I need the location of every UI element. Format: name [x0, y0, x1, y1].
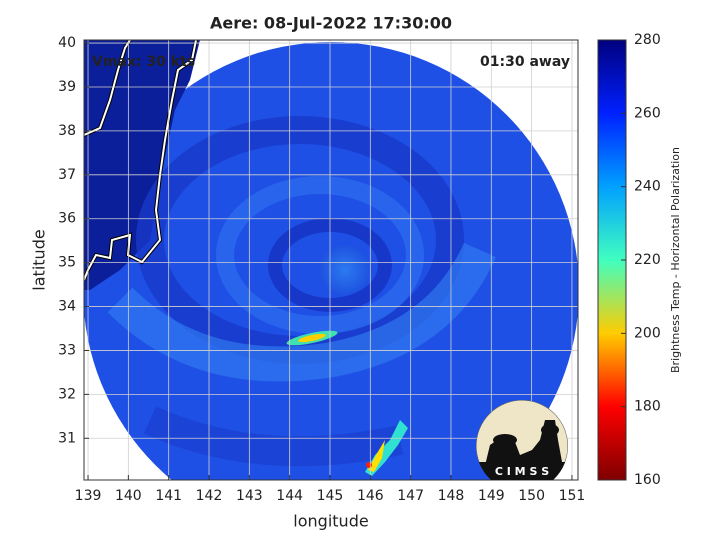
logo: C I M S S: [476, 400, 568, 480]
y-axis-label: latitude: [30, 229, 49, 290]
cloud-band: [216, 176, 424, 334]
y-tick-label: 37: [58, 167, 76, 183]
x-tick-label: 139: [75, 488, 102, 504]
x-tick-label: 144: [276, 488, 303, 504]
coastline: [84, 40, 197, 281]
annotation: Vmax: 30 kts: [92, 54, 195, 70]
x-tick-label: 149: [478, 488, 505, 504]
x-tick-label: 150: [518, 488, 545, 504]
colorbar-tick-label: 280: [634, 32, 661, 48]
eye: [320, 245, 370, 295]
x-tick-label: 140: [115, 488, 142, 504]
colorbar-label: Brightness Temp - Horizontal Polarizatio…: [669, 147, 682, 373]
y-tick-label: 40: [58, 35, 76, 51]
y-tick-label: 33: [58, 342, 76, 358]
convection: [298, 333, 326, 343]
y-tick-label: 34: [58, 299, 76, 315]
x-tick-label: 146: [357, 488, 384, 504]
logo-text: C I M S S: [495, 465, 549, 478]
x-axis-label: longitude: [293, 512, 368, 531]
x-tick-label: 143: [236, 488, 263, 504]
y-tick-label: 38: [58, 123, 76, 139]
x-tick-label: 145: [317, 488, 344, 504]
colorbar-tick-label: 200: [634, 325, 661, 341]
outer-band: [143, 406, 404, 467]
colorbar-tick-label: 240: [634, 179, 661, 195]
colorbar-tick-label: 160: [634, 472, 661, 488]
x-tick-label: 147: [397, 488, 424, 504]
y-tick-label: 32: [58, 386, 76, 402]
x-tick-label: 141: [155, 488, 182, 504]
colorbar-tick-label: 180: [634, 399, 661, 415]
y-tick-label: 31: [58, 430, 76, 446]
convection: [368, 440, 385, 472]
x-tick-label: 151: [559, 488, 586, 504]
annotation: 01:30 away: [480, 54, 570, 70]
colorbar-tick-label: 220: [634, 252, 661, 268]
x-tick-label: 142: [196, 488, 223, 504]
chart-title: Aere: 08-Jul-2022 17:30:00: [210, 14, 452, 33]
y-tick-label: 35: [58, 255, 76, 271]
satellite-image: [84, 40, 578, 480]
grid: [84, 40, 578, 480]
plot-frame: [83, 39, 579, 481]
colorbar-tick-label: 260: [634, 105, 661, 121]
y-tick-label: 39: [58, 79, 76, 95]
convection: [366, 462, 372, 468]
x-tick-label: 148: [438, 488, 465, 504]
y-tick-label: 36: [58, 211, 76, 227]
